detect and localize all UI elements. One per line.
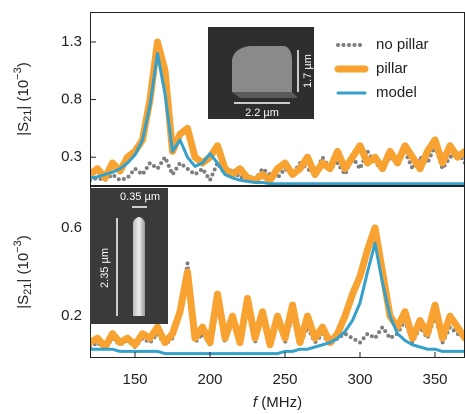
y-axis-label-part: −3 — [12, 67, 24, 80]
y-tick-label: 0.2 — [61, 307, 82, 324]
y-axis-label-part: 21 — [22, 283, 34, 295]
y-axis-label-part: |S — [15, 295, 32, 309]
line-series — [90, 224, 465, 351]
y-axis-label-part: ) — [15, 62, 32, 67]
series-group — [90, 224, 465, 356]
y-axis-label-part: |S — [15, 122, 32, 136]
y-axis-label-part: | (10 — [15, 80, 32, 110]
y-axis-label-part: | (10 — [15, 253, 32, 283]
y-axis-label: |S21| (10−3) — [12, 235, 34, 308]
x-tick-label: 200 — [197, 371, 222, 388]
x-tick-label: 350 — [422, 371, 447, 388]
y-tick-label: 0.8 — [61, 91, 82, 108]
y-tick-label: 0.6 — [61, 219, 82, 236]
line-series — [90, 261, 465, 352]
inset-top: 2.2 µm 1.7 µm — [208, 27, 314, 119]
plots: 0.30.81.3|S21| (10−3)no pillarpillarmode… — [12, 12, 465, 411]
annotation: 0.35 µm — [120, 191, 160, 203]
x-tick-label: 300 — [347, 371, 372, 388]
annotation: 2.2 µm — [245, 107, 279, 119]
x-tick-label: 250 — [272, 371, 297, 388]
x-axis-label-part: f — [253, 394, 259, 411]
inset-bottom: 0.35 µm 2.35 µm — [90, 188, 168, 324]
legend-label: model — [376, 84, 417, 101]
legend-label: no pillar — [376, 36, 429, 53]
sem-base — [232, 92, 298, 98]
line-series — [90, 241, 465, 356]
series-group — [90, 38, 465, 186]
legend-label: pillar — [376, 60, 408, 77]
line-series — [90, 52, 465, 186]
y-axis-label-part: 21 — [22, 110, 34, 122]
annotation: 2.35 µm — [99, 248, 111, 288]
x-tick-label: 150 — [122, 371, 147, 388]
y-tick-label: 1.3 — [61, 33, 82, 50]
y-axis-label: |S21| (10−3) — [12, 62, 34, 135]
x-axis-label-part: (MHz) — [257, 394, 302, 411]
y-axis-label-part: −3 — [12, 240, 24, 253]
sem-pillar — [133, 217, 145, 316]
annotation: 1.7 µm — [302, 54, 314, 88]
x-axis-label: f (MHz) — [253, 394, 302, 411]
y-axis-label-part: ) — [15, 235, 32, 240]
sem-pillar — [232, 46, 292, 92]
sem-image — [90, 188, 168, 324]
y-tick-label: 0.3 — [61, 148, 82, 165]
